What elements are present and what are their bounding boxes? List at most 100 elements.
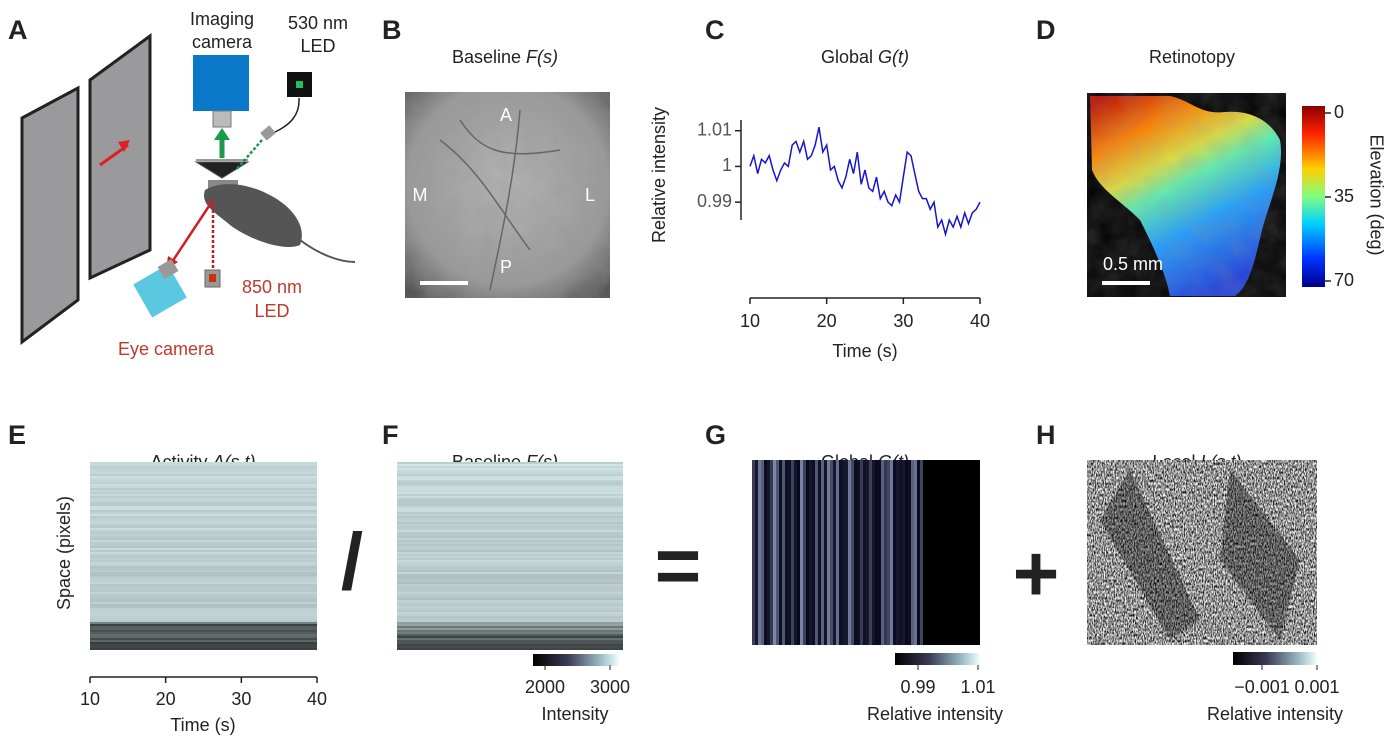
heatmap-row [397,518,623,520]
heatmap-col [911,460,914,645]
heatmap-col [857,460,860,645]
heatmap-row [397,482,623,484]
heatmap-row [397,640,623,642]
brain-image [405,92,610,298]
heatmap-col [803,460,806,645]
heatmap-row [397,636,623,638]
heatmap-row [397,464,623,466]
colorbar [533,654,619,666]
heatmap-row [90,566,317,568]
heatmap-col [824,460,827,645]
heatmap-row [397,500,623,502]
heatmap-row [90,526,317,528]
heatmap-col [893,460,896,645]
heatmap-row [397,592,623,594]
y-tick-label: 1.01 [697,119,732,139]
heatmap-row [397,516,623,518]
heatmap-row [90,492,317,494]
heatmap-row [397,584,623,586]
heatmap-row [90,584,317,586]
heatmap-row [90,466,317,468]
heatmap-row [90,544,317,546]
x-tick-label: 30 [893,311,913,331]
operator: / [341,517,363,606]
heatmap-col [812,460,815,645]
heatmap-row [90,578,317,580]
heatmap-col [797,460,800,645]
heatmap-row [397,474,623,476]
heatmap-row [90,590,317,592]
colorbar [1233,652,1317,665]
heatmap-col [839,460,842,645]
heatmap-row [397,648,623,650]
heatmap-row [397,558,623,560]
heatmap-row [90,478,317,480]
heatmap-row [397,534,623,536]
heatmap-col [821,460,824,645]
heatmap-row [90,558,317,560]
heatmap-row [397,568,623,570]
heatmap-row [397,562,623,564]
heatmap-row [397,556,623,558]
y-axis-label: Space (pixels) [54,496,74,610]
x-tick-label: 30 [231,689,251,709]
panel-label: B [382,15,402,45]
heatmap-row [90,636,317,638]
heatmap-row [397,522,623,524]
heatmap-row [397,628,623,630]
heatmap-col [905,460,908,645]
x-tick-label: 10 [740,311,760,331]
line-series [749,126,981,238]
heatmap-row [90,640,317,642]
heatmap-row [90,462,317,464]
heatmap-col [914,460,917,645]
heatmap-row [397,536,623,538]
heatmap-row [90,576,317,578]
heatmap-col [788,460,791,645]
heatmap-col [917,460,920,645]
heatmap-row [397,578,623,580]
heatmap-row [90,480,317,482]
heatmap-row [90,532,317,534]
label: Eye camera [118,339,215,359]
heatmap-row [90,588,317,590]
heatmap-row [397,512,623,514]
orientation: A [500,105,512,125]
y-tick-label: 1 [722,155,732,175]
heatmap-row [90,646,317,648]
heatmap-row [397,600,623,602]
heatmap-row [397,488,623,490]
heatmap-row [397,646,623,648]
heatmap-row [90,582,317,584]
retinotopy-map [1087,93,1325,297]
heatmap-row [397,566,623,568]
heatmap-col [887,460,890,645]
heatmap-row [397,468,623,470]
heatmap-row [90,552,317,554]
heatmap-col [752,460,755,645]
heatmap-row [90,486,317,488]
heatmap-row [397,550,623,552]
colorbar-tick-label: 1.01 [960,677,995,697]
heatmap-row [90,560,317,562]
panel-label: D [1036,15,1056,45]
heatmap-row [397,586,623,588]
heatmap-row [90,602,317,604]
heatmap-row [90,630,317,632]
heatmap-row [90,614,317,616]
heatmap-row [397,574,623,576]
heatmap-row [397,484,623,486]
heatmap-row [397,496,623,498]
orientation: M [413,185,428,205]
heatmap-row [397,612,623,614]
heatmap-row [90,502,317,504]
heatmap-row [397,560,623,562]
heatmap-row [90,508,317,510]
heatmap-row [90,624,317,626]
heatmap-row [90,464,317,466]
heatmap-col [773,460,776,645]
heatmap-row [90,500,317,502]
colorbar-tick-label: 0.99 [900,677,935,697]
heatmap-row [397,528,623,530]
